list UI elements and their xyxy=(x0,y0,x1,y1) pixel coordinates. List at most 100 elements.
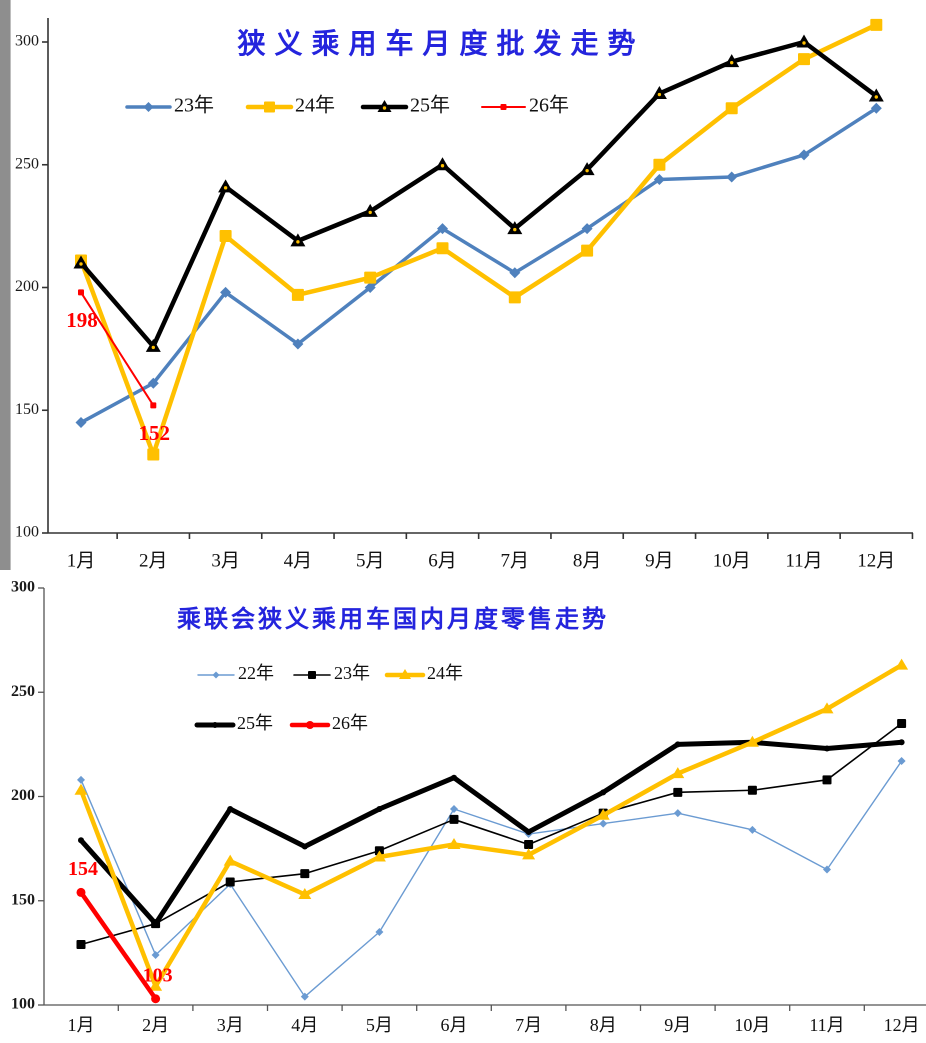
data-point xyxy=(147,448,160,461)
legend-item: 25年 xyxy=(360,94,450,117)
data-point xyxy=(870,102,882,114)
data-point xyxy=(820,702,834,714)
data-point xyxy=(78,837,84,844)
legend-label: 26年 xyxy=(529,94,569,117)
legend-item: 25年 xyxy=(194,713,273,733)
y-tick-label: 100 xyxy=(11,996,35,1013)
legend-item: 26年 xyxy=(289,713,368,733)
series-line xyxy=(75,18,883,461)
series-line xyxy=(78,289,157,409)
annotation-label: 152 xyxy=(139,421,171,445)
annotation-label: 103 xyxy=(143,964,173,986)
data-point xyxy=(364,282,376,293)
data-point xyxy=(674,741,681,748)
series-line xyxy=(78,739,905,927)
axes: 300 250 200 150 100 1月 2月 3月 4月 5月 6月 7月 8月 9月 10月 11月 1… xyxy=(15,18,914,571)
data-point xyxy=(145,338,161,352)
data-point xyxy=(581,223,593,235)
data-point xyxy=(300,869,310,879)
x-month-label: 1月 xyxy=(68,1015,95,1035)
y-tick-label: 300 xyxy=(15,33,39,50)
data-point xyxy=(895,658,909,670)
data-point xyxy=(76,887,86,897)
y-tick-label: 100 xyxy=(15,524,39,541)
annotation-label: 198 xyxy=(66,308,98,332)
x-month-label: 6月 xyxy=(428,550,457,571)
data-point xyxy=(362,203,378,217)
x-month-label: 9月 xyxy=(664,1015,691,1035)
x-month-label: 9月 xyxy=(645,550,674,571)
data-point xyxy=(796,34,812,48)
data-point xyxy=(301,843,308,850)
legend-marker xyxy=(306,721,314,729)
legend-item: 22年 xyxy=(197,663,274,683)
data-point xyxy=(507,221,523,235)
data-point xyxy=(151,919,161,929)
data-point xyxy=(292,338,304,350)
data-point xyxy=(435,157,450,171)
annotation-label: 154 xyxy=(68,858,98,880)
data-point xyxy=(223,854,237,866)
data-point xyxy=(653,158,666,171)
x-month-label: 4月 xyxy=(291,1015,318,1035)
data-point xyxy=(579,162,595,176)
data-point xyxy=(149,979,163,991)
legend-label: 25年 xyxy=(237,713,273,733)
data-point xyxy=(724,54,740,68)
data-point xyxy=(78,289,84,296)
data-point xyxy=(74,783,88,795)
legend-label: 24年 xyxy=(427,663,463,683)
data-point xyxy=(897,719,907,729)
data-point xyxy=(823,865,831,874)
data-point xyxy=(599,819,608,828)
y-tick-label: 200 xyxy=(11,787,35,804)
data-point xyxy=(449,814,459,824)
legend: 22年 23年 24年 25年 26年 xyxy=(194,663,463,733)
legend-marker xyxy=(377,100,392,112)
x-month-label: 12月 xyxy=(857,550,895,571)
data-point xyxy=(75,417,87,429)
legend-item: 26年 xyxy=(481,94,569,117)
retail-chart: 300 250 200 150 100 1月 2月 3月 4月 5月 6月 7月 8月 9月 10月 11月 1… xyxy=(11,579,926,1035)
x-month-label: 10月 xyxy=(713,550,751,571)
data-point xyxy=(225,877,235,887)
chart-title: 乘联会狭义乘用车国内月度零售走势 xyxy=(176,605,609,633)
data-point xyxy=(824,745,830,752)
x-month-label: 8月 xyxy=(573,550,602,571)
y-tick-label: 200 xyxy=(15,278,39,295)
data-point xyxy=(290,233,306,247)
data-point xyxy=(596,808,610,820)
x-month-label: 3月 xyxy=(211,550,240,571)
legend-label: 23年 xyxy=(334,663,370,683)
data-point xyxy=(151,950,160,959)
chart-title: 狭义乘用车月度批发走势 xyxy=(236,27,644,60)
data-point xyxy=(451,774,457,781)
x-month-label: 3月 xyxy=(217,1015,244,1035)
legend-item: 23年 xyxy=(125,94,214,117)
data-point xyxy=(218,179,234,193)
series-line xyxy=(73,34,884,352)
legend-marker xyxy=(500,104,507,110)
x-month-label: 7月 xyxy=(501,550,530,571)
data-point xyxy=(436,242,449,255)
legend-marker xyxy=(212,671,220,679)
x-month-label: 6月 xyxy=(441,1015,468,1035)
data-point xyxy=(671,767,685,779)
legend-label: 24年 xyxy=(295,94,335,117)
x-month-label: 4月 xyxy=(284,550,313,571)
legend-marker xyxy=(212,722,218,728)
data-point xyxy=(725,102,738,115)
legend-label: 23年 xyxy=(174,94,214,117)
data-point xyxy=(748,825,757,834)
data-point xyxy=(300,992,309,1001)
x-month-label: 5月 xyxy=(356,550,385,571)
data-point xyxy=(450,805,458,814)
x-month-label: 1月 xyxy=(67,550,96,571)
legend: 23年 24年 25年 26年 xyxy=(125,94,569,117)
scrollbar[interactable] xyxy=(0,0,11,570)
legend-label: 26年 xyxy=(332,713,368,733)
x-month-label: 5月 xyxy=(366,1015,393,1035)
legend-marker xyxy=(399,669,411,679)
x-month-label: 12月 xyxy=(884,1015,920,1035)
